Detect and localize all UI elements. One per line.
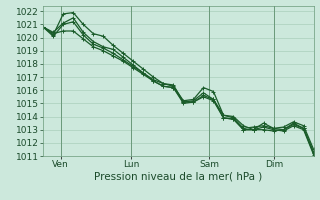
X-axis label: Pression niveau de la mer( hPa ): Pression niveau de la mer( hPa ) [94, 172, 262, 182]
